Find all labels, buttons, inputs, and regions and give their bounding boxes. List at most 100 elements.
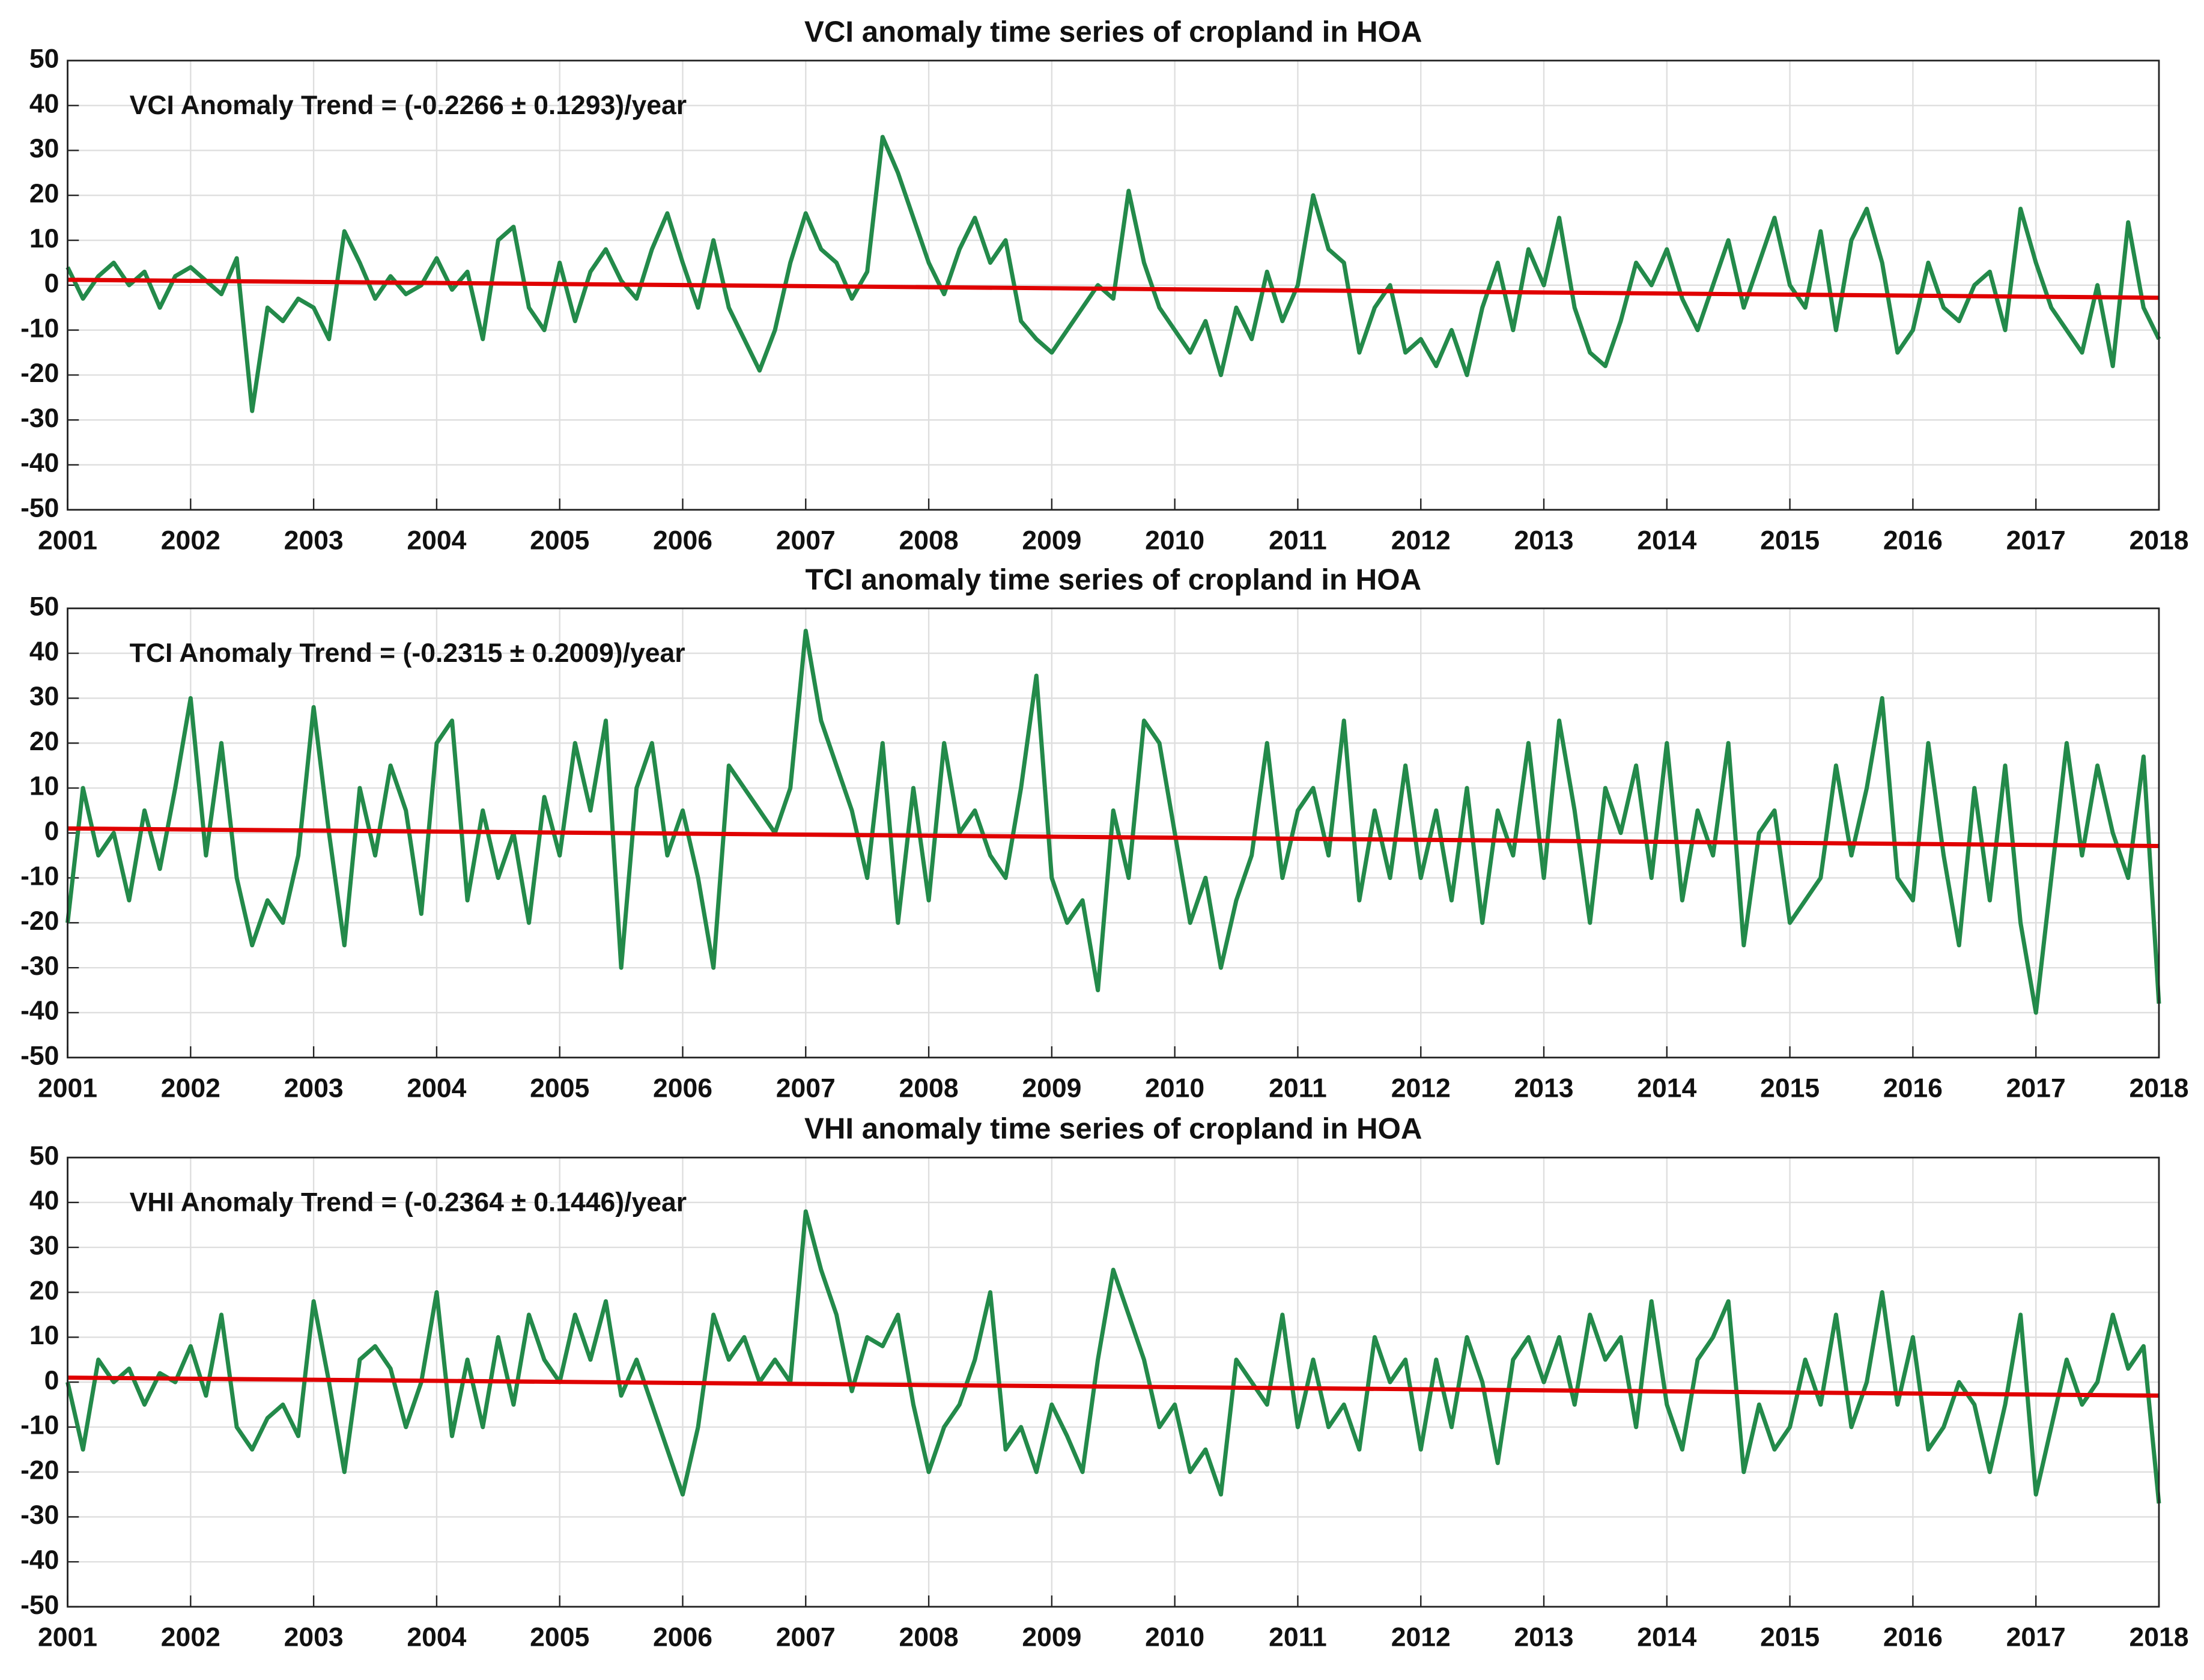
y-tick-label: -40	[20, 449, 59, 478]
y-tick-label: 10	[29, 224, 59, 253]
x-tick-label: 2018	[2129, 1623, 2188, 1652]
x-tick-label: 2002	[161, 1073, 220, 1103]
x-tick-label: 2008	[899, 526, 959, 555]
x-tick-label: 2006	[653, 1623, 712, 1652]
x-tick-label: 2015	[1760, 1623, 1820, 1652]
x-tick-label: 2013	[1514, 1623, 1573, 1652]
x-tick-label: 2003	[284, 1623, 344, 1652]
x-tick-label: 2016	[1883, 1073, 1943, 1103]
plot-frame	[67, 59, 2160, 511]
x-tick-label: 2009	[1022, 526, 1081, 555]
x-tick-label: 2001	[38, 1623, 97, 1652]
x-tick-label: 2010	[1145, 526, 1204, 555]
x-tick-label: 2014	[1637, 1073, 1696, 1103]
plot-frame	[67, 1156, 2160, 1608]
x-tick-label: 2007	[776, 1073, 836, 1103]
x-tick-label: 2012	[1391, 526, 1451, 555]
annotation: TCI Anomaly Trend = (-0.2315 ± 0.2009)/y…	[130, 638, 685, 668]
plot-frame	[67, 607, 2160, 1059]
x-tick-label: 2014	[1637, 1623, 1696, 1652]
y-tick-label: -20	[20, 906, 59, 936]
y-tick-label: 0	[44, 269, 59, 299]
x-tick-label: 2017	[2006, 1623, 2066, 1652]
x-tick-label: 2007	[776, 1623, 836, 1652]
x-tick-label: 2004	[407, 526, 466, 555]
x-tick-label: 2016	[1883, 526, 1943, 555]
x-tick-label: 2009	[1022, 1073, 1081, 1103]
x-tick-label: 2012	[1391, 1073, 1451, 1103]
y-tick-label: 50	[29, 1141, 59, 1171]
x-tick-label: 2003	[284, 1073, 344, 1103]
annotation: VCI Anomaly Trend = (-0.2266 ± 0.1293)/y…	[130, 91, 687, 120]
y-tick-label: 30	[29, 682, 59, 711]
y-tick-label: 0	[44, 817, 59, 846]
x-tick-label: 2010	[1145, 1623, 1204, 1652]
y-tick-label: 20	[29, 179, 59, 208]
y-tick-label: -10	[20, 861, 59, 891]
x-tick-label: 2013	[1514, 526, 1573, 555]
chart-title: TCI anomaly time series of cropland in H…	[805, 563, 1421, 596]
x-tick-label: 2010	[1145, 1073, 1204, 1103]
y-tick-label: -40	[20, 1545, 59, 1575]
chart-title: VCI anomaly time series of cropland in H…	[804, 15, 1422, 48]
y-tick-label: 0	[44, 1366, 59, 1395]
y-tick-label: -10	[20, 314, 59, 343]
x-tick-label: 2005	[530, 1623, 589, 1652]
x-tick-label: 2009	[1022, 1623, 1081, 1652]
x-tick-label: 2008	[899, 1623, 959, 1652]
y-tick-label: 30	[29, 1231, 59, 1261]
data-line	[65, 1209, 2161, 1504]
y-tick-label: -40	[20, 996, 59, 1026]
y-tick-label: -30	[20, 1500, 59, 1530]
x-tick-label: 2001	[38, 526, 97, 555]
x-tick-label: 2015	[1760, 526, 1820, 555]
y-tick-label: 20	[29, 1276, 59, 1305]
x-tick-label: 2015	[1760, 1073, 1820, 1103]
y-tick-label: 40	[29, 1186, 59, 1216]
y-tick-label: -50	[20, 494, 59, 523]
y-tick-label: 10	[29, 772, 59, 801]
y-tick-label: -20	[20, 359, 59, 388]
x-tick-label: 2007	[776, 526, 836, 555]
x-tick-label: 2013	[1514, 1073, 1573, 1103]
x-tick-label: 2011	[1269, 1073, 1327, 1103]
y-tick-label: -50	[20, 1041, 59, 1070]
x-tick-label: 2004	[407, 1073, 466, 1103]
y-tick-label: 30	[29, 134, 59, 163]
y-tick-label: -20	[20, 1455, 59, 1485]
data-line	[65, 135, 2161, 413]
x-tick-label: 2004	[407, 1623, 466, 1652]
y-tick-label: -10	[20, 1411, 59, 1440]
x-tick-label: 2005	[530, 526, 589, 555]
x-tick-label: 2011	[1269, 526, 1327, 555]
trend-line	[67, 277, 2160, 300]
trend-line	[67, 826, 2160, 848]
x-tick-label: 2006	[653, 1073, 712, 1103]
x-tick-label: 2018	[2129, 526, 2188, 555]
y-tick-label: 40	[29, 637, 59, 666]
y-tick-label: -30	[20, 404, 59, 433]
y-tick-label: 10	[29, 1321, 59, 1350]
x-tick-label: 2014	[1637, 526, 1696, 555]
x-tick-label: 2016	[1883, 1623, 1943, 1652]
y-tick-label: 50	[29, 44, 59, 74]
y-tick-label: -50	[20, 1591, 59, 1620]
x-tick-label: 2006	[653, 526, 712, 555]
x-tick-label: 2005	[530, 1073, 589, 1103]
x-tick-label: 2012	[1391, 1623, 1451, 1652]
y-tick-label: 20	[29, 727, 59, 756]
x-tick-label: 2002	[161, 526, 220, 555]
x-tick-label: 2003	[284, 526, 344, 555]
y-tick-label: 40	[29, 89, 59, 118]
x-tick-label: 2008	[899, 1073, 959, 1103]
x-tick-label: 2011	[1269, 1623, 1327, 1652]
x-tick-label: 2017	[2006, 1073, 2066, 1103]
annotation: VHI Anomaly Trend = (-0.2364 ± 0.1446)/y…	[130, 1187, 687, 1217]
x-tick-label: 2002	[161, 1623, 220, 1652]
y-tick-label: -30	[20, 951, 59, 981]
chart-title: VHI anomaly time series of cropland in H…	[804, 1112, 1422, 1145]
data-line	[65, 628, 2161, 1015]
x-tick-label: 2001	[38, 1073, 97, 1103]
trend-line	[67, 1375, 2160, 1398]
